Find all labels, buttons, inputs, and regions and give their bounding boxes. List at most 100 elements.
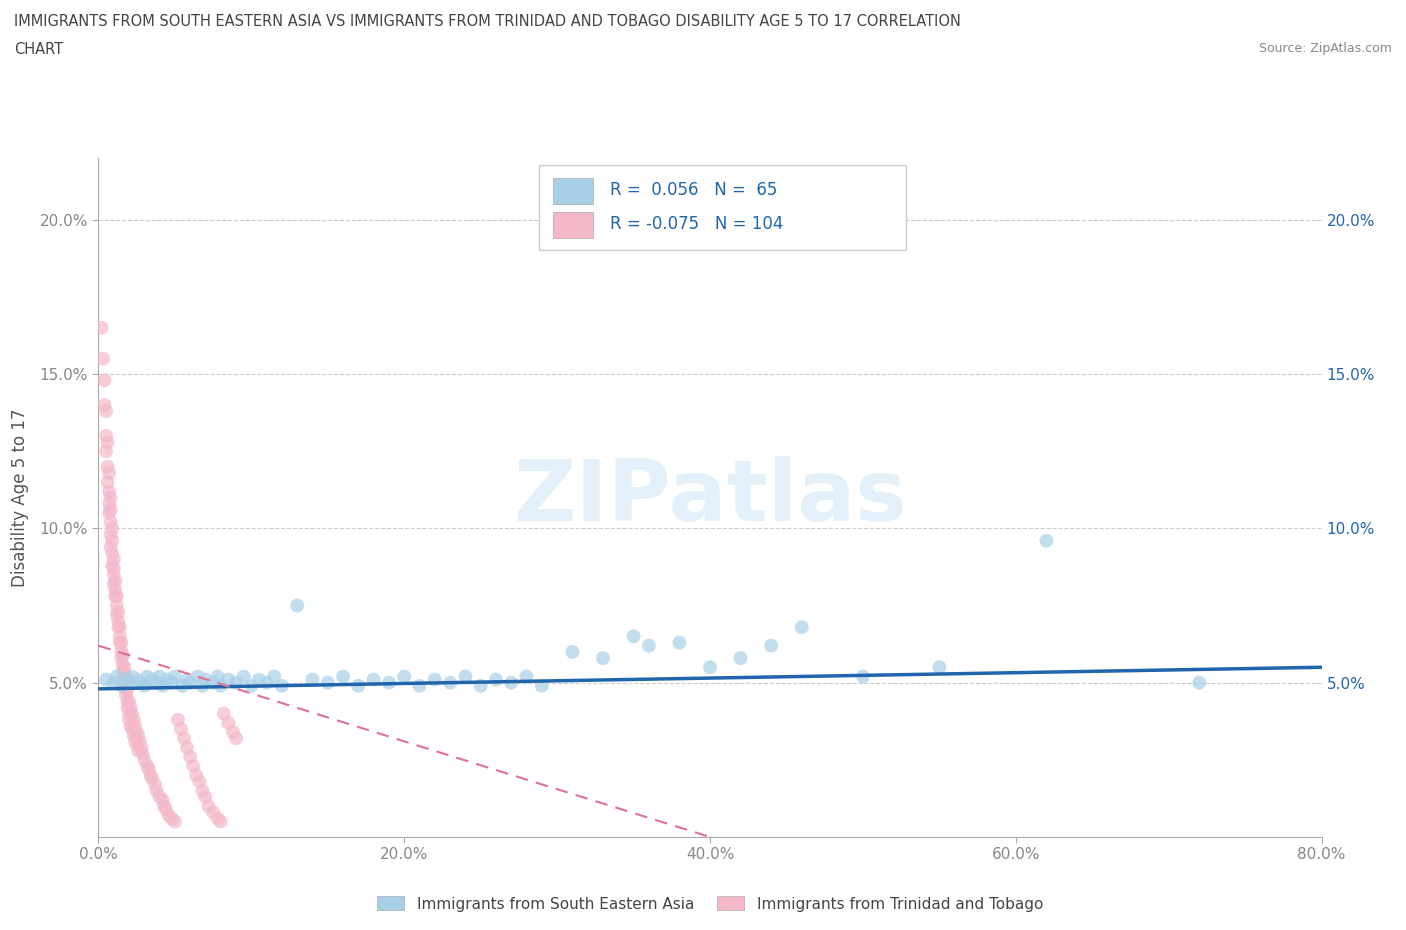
Point	[363, 672, 385, 687]
Point	[115, 687, 138, 702]
Point	[129, 740, 152, 755]
Point	[115, 672, 138, 687]
Point	[127, 743, 149, 758]
Point	[103, 567, 125, 582]
Point	[207, 811, 229, 826]
Point	[423, 672, 446, 687]
Point	[139, 768, 162, 783]
Point	[134, 678, 156, 693]
Point	[117, 700, 139, 715]
Point	[110, 644, 132, 659]
Point	[141, 771, 163, 786]
Point	[108, 619, 131, 634]
Point	[186, 768, 208, 783]
Text: Source: ZipAtlas.com: Source: ZipAtlas.com	[1258, 42, 1392, 55]
Point	[176, 672, 198, 687]
Point	[160, 811, 183, 826]
Point	[124, 734, 146, 749]
Point	[110, 678, 132, 693]
Point	[97, 434, 120, 449]
Point	[100, 515, 122, 530]
Point	[105, 669, 128, 684]
Point	[138, 762, 160, 777]
Point	[332, 669, 354, 684]
Point	[121, 706, 143, 721]
Point	[247, 672, 270, 687]
Point	[699, 660, 721, 675]
Point	[127, 727, 149, 742]
Point	[118, 712, 141, 727]
Point	[112, 675, 135, 690]
Point	[104, 574, 127, 589]
Point	[928, 660, 950, 675]
Point	[561, 644, 583, 659]
Point	[98, 497, 121, 512]
Point	[98, 465, 121, 480]
Point	[152, 678, 174, 693]
Point	[115, 682, 138, 697]
Point	[93, 373, 115, 388]
Point	[167, 712, 190, 727]
Point	[347, 678, 370, 693]
Point	[118, 706, 141, 721]
Text: R =  0.056   N =  65: R = 0.056 N = 65	[610, 181, 778, 199]
Point	[240, 678, 263, 693]
FancyBboxPatch shape	[554, 178, 592, 204]
Point	[256, 675, 278, 690]
Point	[98, 484, 121, 498]
Point	[100, 539, 122, 554]
Point	[103, 561, 125, 576]
Point	[202, 675, 225, 690]
Point	[470, 678, 492, 693]
Point	[97, 474, 120, 489]
Text: CHART: CHART	[14, 42, 63, 57]
Point	[100, 527, 122, 542]
FancyBboxPatch shape	[554, 212, 592, 237]
Point	[232, 669, 254, 684]
Point	[516, 669, 538, 684]
Point	[111, 663, 134, 678]
Point	[202, 804, 225, 819]
Point	[145, 675, 167, 690]
Point	[108, 629, 131, 644]
Point	[730, 651, 752, 666]
Point	[121, 669, 143, 684]
Point	[125, 672, 148, 687]
Point	[485, 672, 508, 687]
Text: IMMIGRANTS FROM SOUTH EASTERN ASIA VS IMMIGRANTS FROM TRINIDAD AND TOBAGO DISABI: IMMIGRANTS FROM SOUTH EASTERN ASIA VS IM…	[14, 14, 960, 29]
Point	[100, 490, 122, 505]
Point	[194, 672, 217, 687]
Point	[209, 678, 232, 693]
Point	[115, 669, 138, 684]
Point	[94, 429, 117, 444]
Point	[623, 629, 645, 644]
Point	[501, 675, 523, 690]
Point	[212, 706, 235, 721]
Point	[285, 598, 308, 613]
Point	[668, 635, 690, 650]
Point	[316, 675, 339, 690]
Text: ZIPatlas: ZIPatlas	[513, 456, 907, 539]
Point	[301, 672, 323, 687]
Point	[217, 715, 239, 730]
Point	[107, 614, 129, 629]
Y-axis label: Disability Age 5 to 17: Disability Age 5 to 17	[10, 408, 28, 587]
Point	[176, 740, 198, 755]
Point	[163, 814, 186, 829]
Point	[136, 759, 159, 774]
Point	[209, 814, 232, 829]
Point	[104, 583, 127, 598]
Point	[117, 682, 139, 697]
Point	[120, 700, 142, 715]
Point	[163, 669, 186, 684]
Point	[93, 397, 115, 412]
Point	[207, 669, 229, 684]
Point	[149, 669, 172, 684]
Point	[179, 750, 201, 764]
Point	[156, 672, 179, 687]
Point	[125, 724, 148, 739]
Point	[120, 719, 142, 734]
Point	[117, 694, 139, 709]
Point	[129, 675, 152, 690]
Point	[1188, 675, 1211, 690]
